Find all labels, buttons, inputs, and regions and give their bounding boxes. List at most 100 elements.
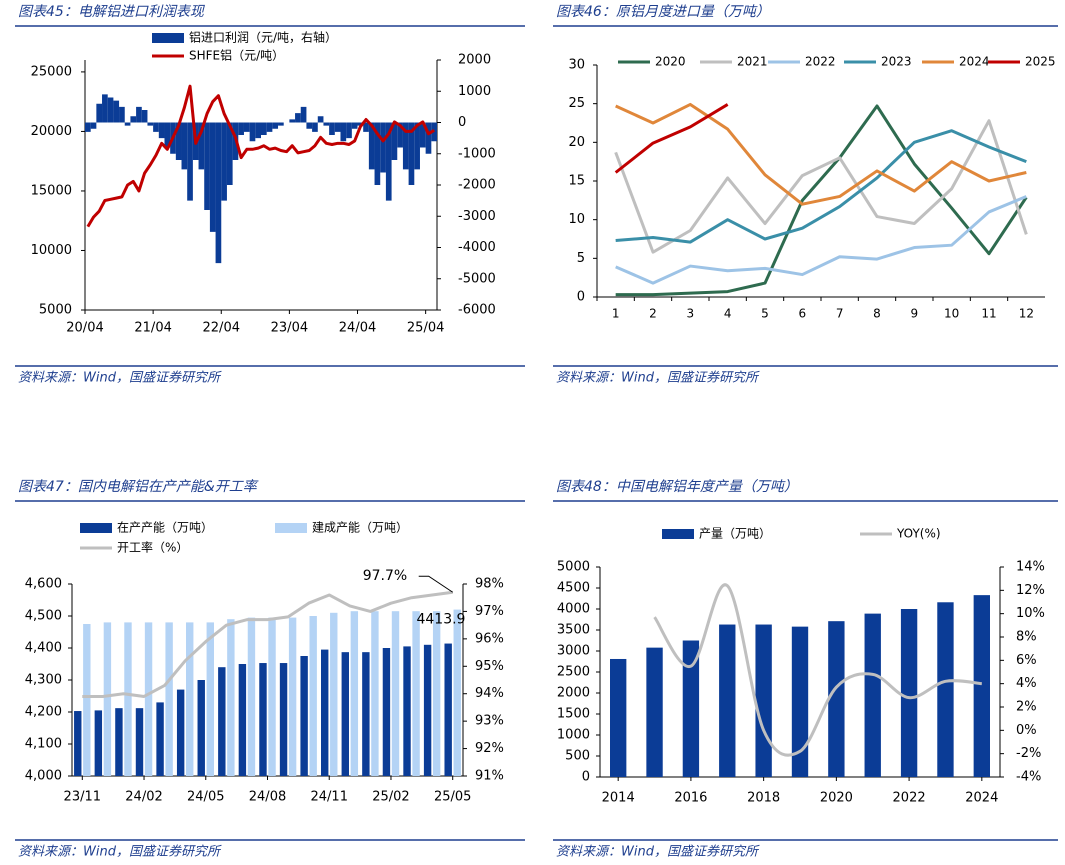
y2-tick-label: 12% bbox=[1016, 583, 1045, 598]
bar bbox=[218, 667, 226, 776]
y-tick-label: 4,300 bbox=[25, 673, 62, 688]
bar bbox=[268, 617, 276, 776]
x-tick-label: 23/04 bbox=[271, 321, 308, 336]
legend-label: 2021 bbox=[737, 55, 768, 69]
bar bbox=[165, 622, 173, 776]
x-tick-label: 24/11 bbox=[311, 790, 348, 805]
line-series bbox=[615, 195, 1027, 285]
y2-tick-label: 0% bbox=[1016, 723, 1037, 738]
y2-tick-label: -2% bbox=[1016, 746, 1041, 761]
y-tick-label: 5000 bbox=[557, 560, 590, 575]
y2-tick-label: 2% bbox=[1016, 700, 1037, 715]
legend-label: 2023 bbox=[881, 55, 912, 69]
legend-label: 开工率（%） bbox=[117, 540, 188, 555]
legend-label: 2024 bbox=[959, 55, 990, 69]
data-label: 97.7% bbox=[363, 568, 407, 584]
bar bbox=[900, 609, 918, 777]
y2-tick-label: -5000 bbox=[458, 271, 496, 286]
line-series bbox=[615, 129, 1027, 244]
y-tick-label: 4,200 bbox=[25, 705, 62, 720]
x-tick-label: 11 bbox=[981, 307, 996, 321]
bar bbox=[119, 106, 125, 123]
x-tick-label: 2018 bbox=[747, 791, 780, 806]
bar bbox=[153, 122, 159, 132]
bar bbox=[238, 122, 244, 135]
y2-tick-label: 14% bbox=[1016, 560, 1045, 575]
bar bbox=[295, 113, 301, 123]
y2-tick-label: -6000 bbox=[458, 303, 496, 318]
bar bbox=[351, 122, 358, 129]
label-leader bbox=[418, 575, 453, 593]
bar bbox=[259, 663, 267, 776]
x-tick-label: 24/05 bbox=[187, 790, 224, 805]
y-tick-label: 10000 bbox=[31, 243, 72, 258]
figure-caption: 图表47：国内电解铝在产产能&开工率 bbox=[18, 479, 259, 495]
x-tick-label: 22/04 bbox=[203, 321, 240, 336]
line-series bbox=[86, 84, 435, 228]
bar bbox=[238, 664, 247, 776]
y2-tick-label: 92% bbox=[475, 741, 504, 756]
source-note: 资料来源：Wind，国盛证券研究所 bbox=[556, 844, 760, 860]
y2-tick-label: 95% bbox=[475, 659, 504, 674]
bar bbox=[864, 613, 881, 777]
bar bbox=[243, 122, 250, 132]
bar bbox=[102, 94, 108, 123]
bar bbox=[408, 122, 415, 185]
y-tick-label: 0 bbox=[582, 770, 590, 785]
y-tick-label: 15000 bbox=[31, 183, 72, 198]
x-tick-label: 8 bbox=[873, 307, 881, 321]
bar bbox=[158, 122, 165, 139]
bar bbox=[197, 680, 205, 776]
bar bbox=[156, 702, 164, 776]
bar bbox=[247, 617, 256, 776]
bar bbox=[204, 122, 210, 210]
y2-tick-label: -2000 bbox=[458, 178, 496, 193]
bar bbox=[289, 119, 296, 123]
x-tick-label: 25/04 bbox=[407, 321, 444, 336]
legend-swatch bbox=[152, 33, 184, 43]
x-tick-label: 24/02 bbox=[125, 790, 162, 805]
bar bbox=[363, 122, 369, 132]
bar bbox=[385, 122, 392, 201]
x-tick-label: 5 bbox=[761, 307, 769, 321]
bar bbox=[181, 122, 188, 170]
y2-tick-label: 6% bbox=[1016, 653, 1037, 668]
source-note: 资料来源：Wind，国盛证券研究所 bbox=[18, 370, 222, 386]
bar bbox=[323, 122, 330, 126]
bar bbox=[136, 106, 142, 123]
y-tick-label: 20 bbox=[568, 135, 585, 150]
bar bbox=[124, 622, 132, 776]
bar bbox=[312, 122, 318, 132]
bar bbox=[124, 122, 131, 126]
bar bbox=[362, 652, 370, 776]
x-tick-label: 25/05 bbox=[434, 790, 471, 805]
x-tick-label: 21/04 bbox=[134, 321, 171, 336]
bar bbox=[226, 122, 233, 185]
bar bbox=[371, 611, 379, 776]
bar bbox=[85, 122, 91, 132]
y2-tick-label: 97% bbox=[475, 604, 504, 619]
x-tick-label: 6 bbox=[799, 307, 807, 321]
y-tick-label: 4,000 bbox=[25, 769, 62, 784]
bar bbox=[357, 122, 364, 126]
x-tick-label: 9 bbox=[911, 307, 919, 321]
bar bbox=[755, 624, 772, 777]
bar bbox=[147, 122, 154, 126]
y-tick-label: 25000 bbox=[31, 64, 72, 79]
x-tick-label: 2014 bbox=[602, 791, 635, 806]
bar bbox=[350, 611, 359, 776]
bar bbox=[300, 106, 307, 123]
bar bbox=[346, 122, 352, 139]
legend-label: 建成产能（万吨） bbox=[312, 521, 408, 535]
y-tick-label: 1500 bbox=[557, 707, 590, 722]
y2-tick-label: 10% bbox=[1016, 606, 1045, 621]
y2-tick-label: 94% bbox=[475, 686, 504, 701]
y-tick-label: 4000 bbox=[557, 602, 590, 617]
data-label: 4413.9 bbox=[416, 612, 465, 628]
legend-label: 2025 bbox=[1025, 55, 1056, 69]
bar bbox=[300, 656, 308, 776]
bar bbox=[973, 595, 990, 777]
bar bbox=[115, 708, 123, 776]
bar bbox=[198, 122, 205, 170]
bar bbox=[103, 622, 112, 776]
